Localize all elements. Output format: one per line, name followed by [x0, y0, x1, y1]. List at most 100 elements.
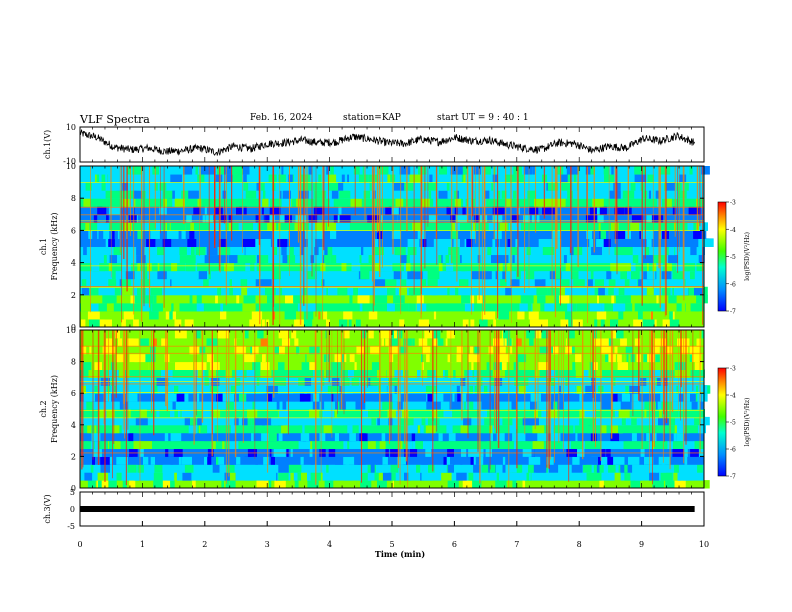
spectrogram-cell: [219, 238, 227, 247]
spectrogram-cell: [433, 310, 437, 320]
spectrogram-cell: [305, 230, 314, 239]
spectrogram-cell: [609, 480, 613, 489]
spectrogram-cell: [243, 214, 254, 223]
spectrogram-cell: [337, 409, 348, 418]
spectrogram-cell: [469, 385, 473, 394]
spectrogram-cell: [496, 254, 509, 264]
spectrogram-cell: [212, 254, 220, 264]
spectrogram-cell: [411, 401, 419, 410]
spectrogram-cell: [165, 393, 177, 402]
spectrogram-cell: [669, 318, 676, 328]
ch2-colorbar-tick-label: -5: [730, 420, 736, 427]
spectrogram-cell: [170, 432, 174, 442]
spectrogram-cell: [625, 385, 629, 394]
spectrogram-cell: [155, 345, 166, 355]
spectrogram-cell: [352, 238, 362, 247]
spectrogram-cell: [262, 302, 268, 312]
spectrogram-cell: [464, 302, 475, 312]
spectrogram-cell: [653, 310, 662, 320]
spectrogram-cell: [534, 369, 544, 378]
spectrogram-cell: [404, 345, 417, 355]
spectrogram-cell: [154, 182, 158, 191]
spectrogram-cell: [229, 286, 233, 296]
spectrogram-cell: [312, 318, 322, 328]
spectrogram-cell: [646, 262, 649, 272]
spectrogram-cell: [378, 409, 391, 418]
spectrogram-cell: [265, 432, 277, 442]
spectrogram-cell: [213, 409, 221, 418]
spectrogram-cell: [612, 416, 625, 426]
spectrogram-cell: [435, 369, 444, 378]
spectrogram-cell: [446, 424, 453, 434]
spectrogram-cell: [88, 294, 99, 304]
spectrogram-cell: [259, 310, 265, 320]
spectrogram-cell: [337, 222, 348, 231]
spectrogram-cell: [431, 302, 437, 312]
spectrogram-cell: [274, 480, 286, 489]
spectrogram-cell: [289, 416, 299, 426]
spectrogram-cell: [446, 262, 454, 272]
spectrogram-cell: [227, 190, 238, 199]
ch2-colorbar-tick-label: -3: [730, 366, 736, 373]
spectrogram-cell: [208, 286, 220, 296]
spectrogram-cell: [585, 166, 591, 175]
spectrogram-cell: [697, 369, 700, 378]
spectrogram-cell: [95, 238, 106, 247]
spectrogram-cell: [401, 174, 405, 183]
spectrogram-cell: [587, 270, 596, 280]
spectrogram-cell: [494, 424, 501, 434]
spectrogram-cell: [597, 361, 609, 370]
spectrogram-cell: [224, 440, 230, 449]
spectrogram-cell: [537, 361, 548, 370]
spectrogram-cell: [255, 385, 264, 394]
spectrogram-cell: [223, 294, 235, 304]
spectrogram-cell: [444, 345, 454, 355]
spectrogram-cell: [554, 432, 561, 442]
spectrogram-cell: [425, 424, 436, 434]
spectrogram-cell: [361, 198, 364, 207]
spectrogram-cell: [631, 330, 641, 339]
spectrogram-cell: [517, 361, 527, 370]
spectrogram-cell: [368, 310, 378, 320]
spectrogram-cell: [560, 174, 568, 183]
spectrogram-cell: [531, 206, 541, 215]
spectrogram-cell: [112, 230, 115, 239]
spectrogram-cell: [244, 353, 256, 363]
spectrogram-cell: [499, 361, 502, 370]
spectrogram-cell: [385, 262, 393, 272]
spectrogram-cell: [585, 480, 593, 489]
spectrogram-cell: [376, 401, 381, 410]
spectrogram-cell: [197, 393, 200, 402]
spectrogram-cell: [361, 246, 364, 256]
spectrogram-cell: [252, 345, 259, 355]
spectrogram-cell: [235, 464, 240, 473]
spectrogram-cell: [277, 456, 282, 465]
spectrogram-cell: [453, 190, 457, 199]
spectrogram-cell: [116, 432, 124, 442]
spectrogram-cell: [626, 480, 631, 489]
spectrogram-band: [80, 246, 704, 256]
spectrogram-cell: [288, 369, 299, 378]
spectrogram-cell: [437, 337, 444, 347]
spectrogram-cell: [496, 432, 507, 442]
spectrogram-cell: [655, 464, 658, 473]
spectrogram-cell: [583, 464, 592, 473]
spectrogram-cell: [443, 456, 447, 465]
spectrogram-cell: [166, 330, 171, 339]
spectrogram-cell: [585, 214, 598, 223]
spectrogram-cell: [294, 393, 305, 402]
spectrogram-cell: [355, 310, 368, 320]
spectrogram-cell: [450, 214, 459, 223]
spectrogram-cell: [526, 472, 530, 481]
spectrogram-cell: [213, 190, 218, 199]
spectrogram-cell: [108, 174, 120, 183]
spectrogram-cell: [409, 464, 417, 473]
spectrogram-cell: [284, 310, 296, 320]
spectrogram-cell: [288, 361, 300, 370]
spectrogram-cell: [603, 166, 610, 175]
spectrogram-cell: [636, 432, 644, 442]
spectrogram-cell: [255, 456, 258, 465]
spectrogram-cell: [646, 230, 654, 239]
spectrogram-cell: [242, 238, 253, 247]
spectrogram-cell: [504, 401, 510, 410]
